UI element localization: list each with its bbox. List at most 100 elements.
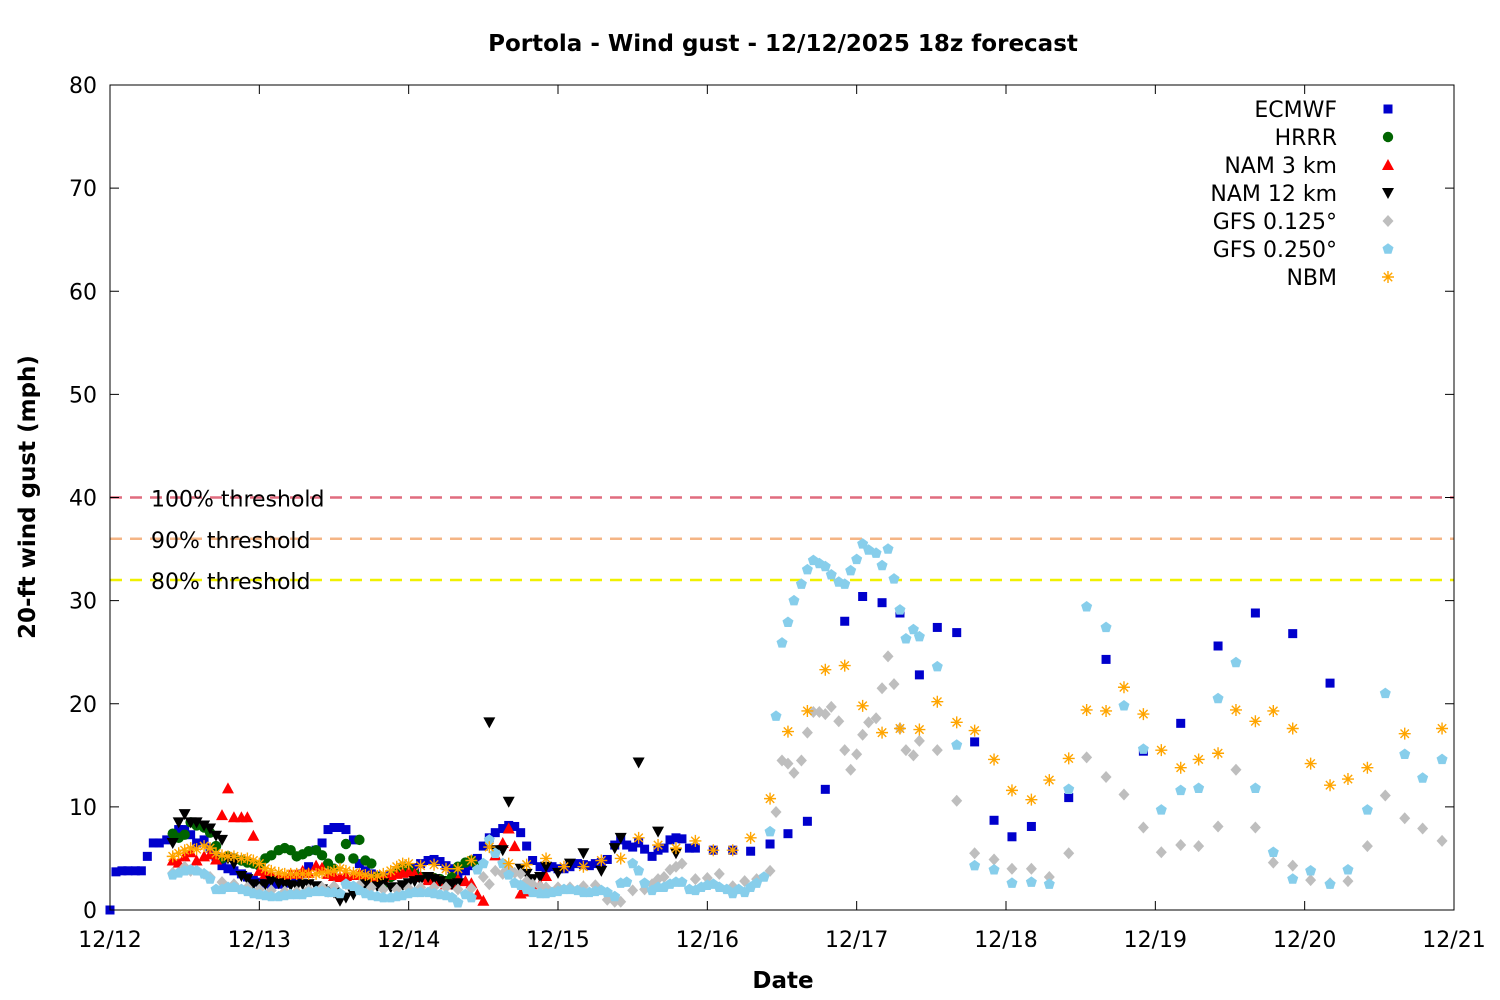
data-point-nbm [781,725,794,738]
data-point-gfs-0-250 [633,865,645,876]
data-point-gfs-0-125 [1212,820,1224,833]
data-point-nbm [402,857,415,870]
data-point-gfs-0-125 [857,728,869,741]
data-point-nbm [347,866,360,879]
data-point-gfs-0-125 [515,867,527,880]
data-point-gfs-0-250 [882,543,894,554]
data-point-nbm [184,842,197,855]
data-point-nbm [178,844,191,857]
data-point-hrrr [348,853,359,864]
data-point-gfs-0-125 [440,881,452,894]
data-point-nbm [1398,727,1411,740]
x-axis-label: Date [752,968,813,994]
data-point-nbm [265,864,278,877]
data-point-ecmwf [111,867,121,877]
data-point-nbm [801,704,814,717]
data-point-nbm [1005,784,1018,797]
data-point-nbm [1436,722,1449,735]
data-point-nbm [876,726,889,739]
data-point-gfs-0-125 [788,766,800,779]
data-point-nam-12-km [371,881,384,893]
data-point-gfs-0-125 [1006,862,1018,875]
data-point-gfs-0-125 [951,794,963,807]
legend-label-gfs-0-125: GFS 0.125° [1213,210,1337,235]
data-point-gfs-0-125 [1361,840,1373,853]
data-point-gfs-0-250 [907,623,919,635]
data-point-gfs-0-125 [845,763,857,776]
data-point-ecmwf [1213,641,1223,651]
data-point-gfs-0-125 [782,757,794,770]
data-point-gfs-0-125 [1025,862,1037,875]
legend-marker-nbm [1382,271,1394,283]
data-point-ecmwf [858,592,868,601]
data-point-nbm [744,831,757,844]
data-point-gfs-0-125 [627,884,639,897]
data-point-ecmwf [199,835,209,845]
data-point-gfs-0-250 [770,710,782,721]
data-point-gfs-0-125 [1230,763,1242,776]
data-point-nbm [1174,761,1187,774]
data-point-ecmwf [341,825,351,835]
data-point-gfs-0-250 [782,616,794,627]
data-point-nam-12-km [502,796,515,808]
data-point-gfs-0-125 [969,847,981,860]
data-point-nbm [931,695,944,708]
data-point-gfs-0-125 [876,682,888,695]
data-point-ecmwf [472,853,482,863]
data-point-gfs-0-125 [1100,770,1112,783]
data-point-gfs-0-250 [776,637,788,648]
data-point-ecmwf [952,628,962,638]
data-point-gfs-0-125 [1137,821,1149,834]
data-point-nbm [913,723,926,736]
data-point-gfs-0-125 [658,871,670,883]
data-point-gfs-0-250 [788,594,800,606]
data-point-gfs-0-250 [1100,621,1112,633]
data-point-gfs-0-125 [1155,846,1167,859]
data-point-ecmwf [410,863,420,873]
x-tick-label: 12/14 [377,928,440,953]
data-point-ecmwf [186,830,196,840]
data-point-ecmwf [154,838,164,848]
data-point-gfs-0-125 [931,744,943,757]
data-point-ecmwf [746,846,756,856]
data-point-nam-12-km [632,757,645,769]
data-point-gfs-0-250 [751,877,763,888]
y-tick-label: 60 [69,280,97,305]
data-point-nbm [333,862,346,875]
y-tick-label: 0 [83,899,97,924]
data-point-hrrr [316,850,328,861]
data-point-ecmwf [535,862,545,872]
data-point-ecmwf [970,737,980,747]
data-point-gfs-0-125 [1436,834,1448,847]
data-point-ecmwf [510,821,520,831]
data-point-gfs-0-250 [564,883,576,895]
data-point-nbm [595,854,608,867]
data-point-gfs-0-250 [795,578,807,589]
data-point-nam-12-km [190,817,203,829]
data-point-nbm [172,847,185,860]
x-tick-label: 12/15 [526,928,589,953]
data-point-nbm [166,850,179,863]
data-point-ecmwf [130,866,140,876]
data-point-nbm [390,860,403,873]
data-point-ecmwf [602,854,612,864]
data-point-ecmwf [229,866,239,876]
data-point-gfs-0-250 [845,564,857,576]
data-point-nam-12-km [333,895,346,907]
data-point-ecmwf [640,844,650,854]
data-point-gfs-0-125 [839,744,851,757]
x-tick-label: 12/21 [1422,928,1485,953]
data-point-gfs-0-250 [676,876,688,887]
data-point-nam-12-km [414,875,427,887]
data-point-hrrr [340,838,352,850]
data-point-gfs-0-250 [1006,877,1018,888]
data-point-nam-12-km [614,832,627,844]
data-point-gfs-0-250 [1118,700,1130,711]
data-point-nam-12-km [210,830,223,842]
data-point-gfs-0-250 [1342,863,1354,875]
data-point-nbm [414,859,427,872]
data-point-nbm [520,858,533,871]
data-point-nbm [451,862,464,875]
data-point-gfs-0-250 [876,559,888,571]
